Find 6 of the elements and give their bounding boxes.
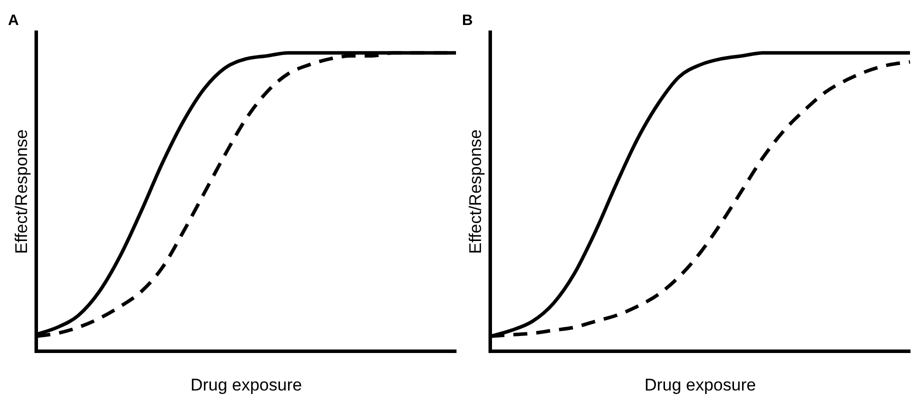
y-axis-title: Effect/Response <box>12 129 31 254</box>
x-axis-title: Drug exposure <box>644 375 756 394</box>
y-axis-title: Effect/Response <box>466 129 485 254</box>
chart-title: A <box>8 12 19 30</box>
x-axis-title: Drug exposure <box>190 375 302 394</box>
chart-title: B <box>462 12 473 30</box>
